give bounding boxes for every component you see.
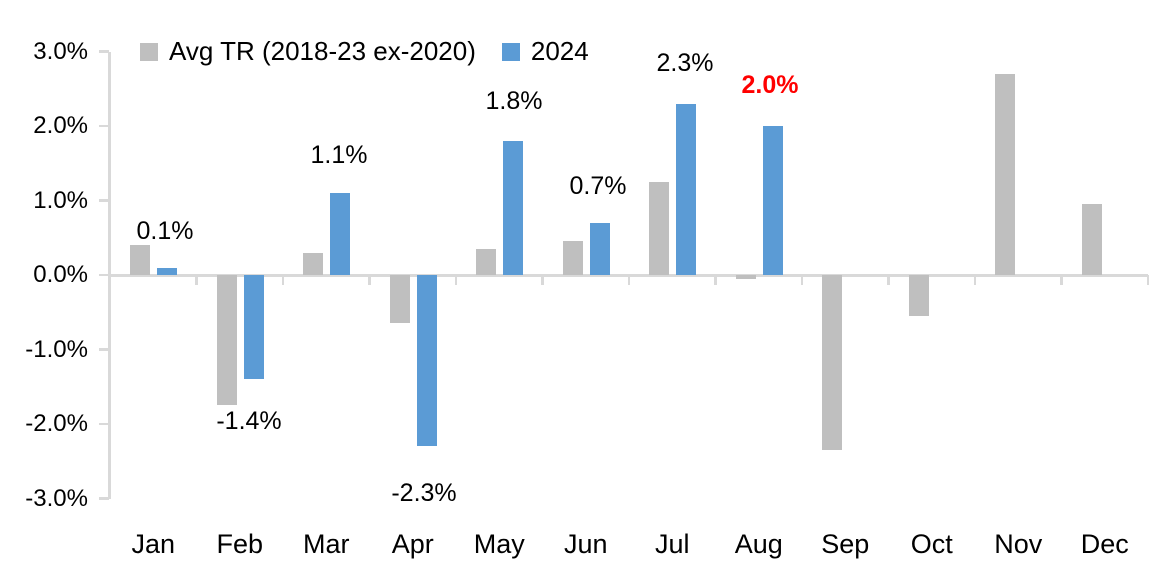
x-tick-label: Aug	[734, 529, 783, 559]
legend-item: Avg TR (2018-23 ex-2020)	[140, 36, 476, 67]
bar-2024-mar	[330, 193, 351, 275]
bar-avg-jan	[130, 245, 151, 275]
data-label: 1.8%	[485, 87, 543, 115]
y-tick	[99, 50, 109, 53]
legend: Avg TR (2018-23 ex-2020) 2024	[140, 36, 589, 67]
bar-2024-jan	[157, 267, 178, 275]
bar-avg-mar	[303, 252, 324, 275]
y-tick-label: 0.0%	[33, 261, 88, 288]
x-tick-label: Nov	[994, 529, 1043, 559]
y-tick	[99, 348, 109, 351]
y-tick	[99, 273, 109, 277]
bar-avg-may	[476, 248, 497, 275]
bar-avg-nov	[995, 73, 1016, 275]
y-tick-label: -2.0%	[25, 410, 88, 437]
bar-2024-aug	[762, 126, 783, 275]
bar-2024-may	[503, 140, 524, 275]
data-label: -1.4%	[216, 407, 282, 435]
bar-2024-feb	[243, 275, 264, 380]
bar-avg-apr	[389, 275, 410, 324]
category-tick	[195, 275, 198, 285]
legend-label: 2024	[530, 36, 589, 66]
category-tick	[1146, 275, 1150, 285]
category-tick	[887, 275, 890, 285]
bar-avg-jun	[562, 241, 583, 275]
y-tick-label: -1.0%	[25, 335, 88, 363]
category-tick	[973, 275, 977, 285]
x-tick-label: Dec	[1080, 529, 1129, 559]
bar-avg-sep	[822, 275, 843, 451]
y-tick-label: -3.0%	[25, 484, 88, 512]
category-tick	[714, 275, 717, 285]
category-tick	[800, 275, 804, 285]
category-tick	[1060, 275, 1063, 285]
legend-swatch	[501, 42, 520, 61]
x-tick-label: Jun	[563, 529, 608, 559]
bar-avg-feb	[216, 275, 237, 406]
bar-avg-jul	[649, 181, 670, 275]
bar-2024-jun	[589, 222, 610, 275]
x-tick-label: Mar	[303, 529, 350, 559]
category-tick	[541, 275, 544, 285]
data-label: 0.7%	[569, 172, 627, 200]
x-tick-label: Sep	[821, 529, 870, 559]
category-tick	[454, 275, 458, 285]
legend-item: 2024	[501, 36, 589, 67]
x-tick-label: May	[473, 529, 525, 559]
y-tick-label: 3.0%	[33, 37, 88, 65]
data-label: 2.3%	[656, 49, 714, 77]
x-tick-label: Feb	[216, 529, 264, 559]
x-tick-label: Jan	[131, 529, 176, 559]
bar-avg-oct	[908, 275, 929, 316]
y-tick-label: 1.0%	[33, 186, 88, 214]
bar-2024-jul	[676, 103, 697, 275]
x-tick-label: Apr	[391, 529, 434, 559]
y-tick	[99, 199, 109, 202]
data-label: 1.1%	[310, 141, 368, 169]
data-label: 2.0%	[741, 71, 799, 99]
y-tick	[99, 497, 109, 500]
legend-swatch	[140, 42, 158, 61]
bar-avg-dec	[1081, 204, 1102, 275]
y-tick-label: 2.0%	[33, 112, 88, 139]
legend-label: Avg TR (2018-23 ex-2020)	[169, 36, 476, 66]
category-tick	[627, 275, 631, 285]
bar-avg-aug	[735, 275, 756, 279]
y-tick	[99, 422, 109, 426]
category-tick	[368, 275, 371, 285]
data-label: -2.3%	[391, 479, 457, 507]
x-tick-label: Oct	[910, 529, 953, 559]
y-tick	[99, 124, 109, 128]
x-tick-label: Jul	[654, 529, 690, 559]
category-tick	[108, 275, 112, 285]
category-tick	[281, 275, 285, 285]
data-label: 0.1%	[136, 217, 194, 245]
bar-2024-apr	[416, 275, 437, 447]
